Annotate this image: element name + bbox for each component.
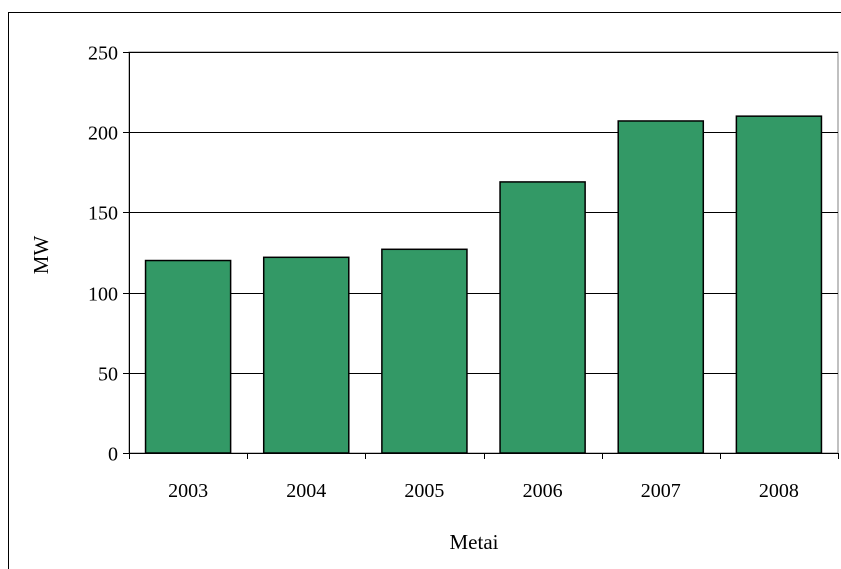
- bars: [144, 115, 823, 454]
- bar-2004: [262, 256, 350, 454]
- axes: [123, 52, 839, 459]
- bar-2005: [381, 248, 468, 454]
- y-tick-label: 250: [88, 43, 118, 65]
- x-tick-label: 2004: [286, 480, 326, 502]
- plot-area-border: [128, 51, 839, 454]
- y-axis-title: MW: [29, 236, 53, 275]
- gridlines: [128, 51, 839, 454]
- x-tick-label: 2005: [404, 480, 444, 502]
- bar-2006: [499, 181, 586, 454]
- y-tick-label: 200: [88, 123, 118, 145]
- y-tick-labels: 0 50 100 150 200 250: [88, 43, 118, 466]
- x-axis-title: Metai: [450, 530, 499, 554]
- x-tick-label: 2008: [759, 480, 799, 502]
- x-tick-label: 2006: [523, 480, 563, 502]
- x-tick-label: 2007: [641, 480, 681, 502]
- y-tick-label: 150: [88, 203, 118, 225]
- y-tick-label: 50: [98, 364, 118, 386]
- y-tick-label: 100: [88, 284, 118, 306]
- x-tick-label: 2003: [168, 480, 208, 502]
- y-tick-label: 0: [108, 444, 118, 466]
- x-tick-labels: 2003 2004 2005 2006 2007 2008: [168, 480, 799, 502]
- bar-2003: [144, 259, 232, 454]
- bar-2007: [617, 120, 705, 454]
- bar-2008: [735, 115, 823, 454]
